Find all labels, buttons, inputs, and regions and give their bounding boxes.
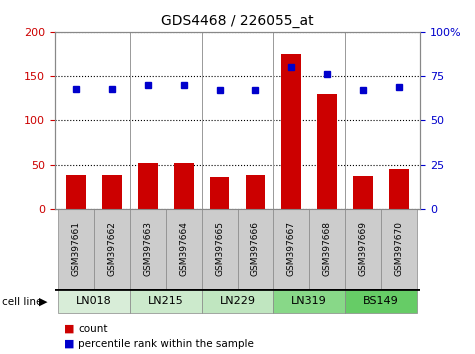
Text: LN215: LN215: [148, 296, 184, 306]
Text: count: count: [78, 324, 108, 333]
Text: GSM397665: GSM397665: [215, 221, 224, 276]
Bar: [209, 177, 229, 209]
Bar: [58, 209, 94, 289]
Bar: [202, 289, 273, 313]
Bar: [66, 175, 86, 209]
Bar: [174, 163, 194, 209]
Bar: [166, 209, 202, 289]
Bar: [345, 289, 417, 313]
Text: GSM397662: GSM397662: [107, 221, 116, 276]
Text: GSM397663: GSM397663: [143, 221, 152, 276]
Bar: [273, 209, 309, 289]
Text: GSM397661: GSM397661: [72, 221, 81, 276]
Bar: [281, 54, 301, 209]
Text: GSM397670: GSM397670: [394, 221, 403, 276]
Bar: [102, 175, 122, 209]
Text: GSM397666: GSM397666: [251, 221, 260, 276]
Bar: [130, 209, 166, 289]
Text: ■: ■: [64, 324, 75, 333]
Bar: [130, 289, 202, 313]
Title: GDS4468 / 226055_at: GDS4468 / 226055_at: [161, 14, 314, 28]
Text: LN229: LN229: [219, 296, 256, 306]
Bar: [381, 209, 417, 289]
Text: GSM397664: GSM397664: [179, 221, 188, 276]
Text: LN319: LN319: [291, 296, 327, 306]
Bar: [345, 209, 381, 289]
Bar: [309, 209, 345, 289]
Bar: [238, 209, 273, 289]
Bar: [389, 169, 408, 209]
Bar: [353, 176, 373, 209]
Text: ▶: ▶: [39, 297, 48, 307]
Text: GSM397667: GSM397667: [287, 221, 296, 276]
Text: LN018: LN018: [76, 296, 112, 306]
Text: ■: ■: [64, 339, 75, 349]
Text: BS149: BS149: [363, 296, 399, 306]
Text: GSM397668: GSM397668: [323, 221, 332, 276]
Text: percentile rank within the sample: percentile rank within the sample: [78, 339, 254, 349]
Bar: [246, 175, 266, 209]
Bar: [94, 209, 130, 289]
Bar: [202, 209, 238, 289]
Bar: [58, 289, 130, 313]
Text: GSM397669: GSM397669: [359, 221, 368, 276]
Text: cell line: cell line: [2, 297, 43, 307]
Bar: [138, 163, 158, 209]
Bar: [273, 289, 345, 313]
Bar: [317, 94, 337, 209]
